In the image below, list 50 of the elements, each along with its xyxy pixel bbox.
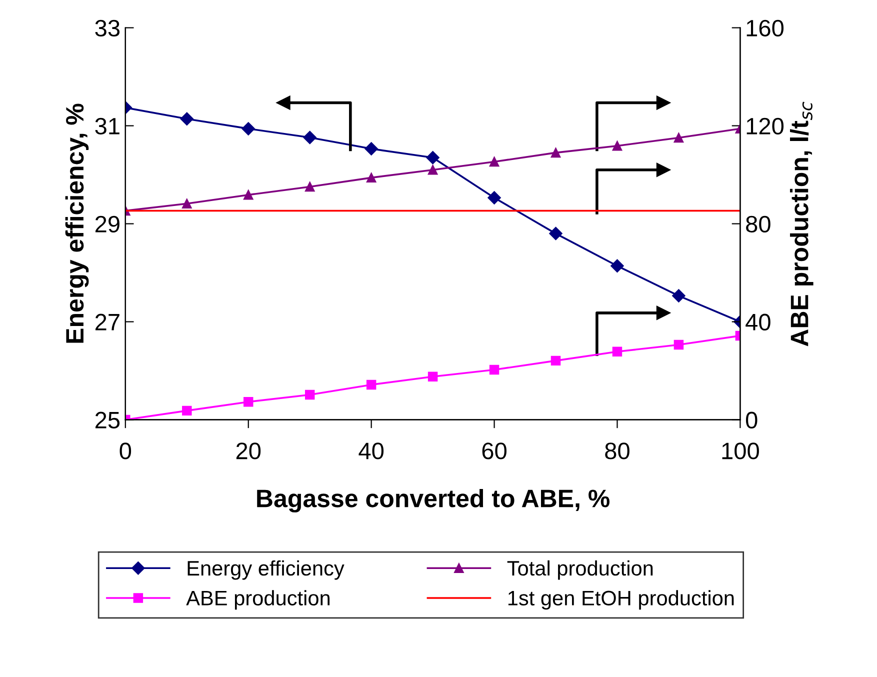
legend-label: 1st gen EtOH production (508, 590, 734, 610)
point (612, 140, 622, 151)
point (612, 346, 622, 356)
y-tick-label: 25 (95, 412, 120, 429)
x-tick-label: 40 (358, 442, 384, 460)
point (244, 190, 254, 200)
point (672, 289, 686, 302)
point (304, 390, 315, 400)
y-tick-label: 33 (95, 20, 120, 37)
y2-tick-label: 80 (746, 216, 770, 233)
y2-tick-label: 120 (746, 118, 784, 135)
point (549, 226, 562, 240)
point (489, 364, 500, 375)
point (244, 396, 254, 407)
y2-tick-label: 40 (746, 314, 770, 331)
point (489, 156, 500, 167)
point (428, 372, 438, 382)
y-tick-label: 27 (95, 314, 120, 330)
point (610, 259, 624, 272)
point (428, 164, 438, 175)
y-axis-title: Energy efficiency, % (65, 104, 89, 343)
legend-label: ABE production (186, 590, 330, 610)
legend-label: Total production (507, 560, 653, 580)
point (674, 132, 684, 143)
x-axis-title: Bagasse converted to ABE, % (257, 488, 610, 512)
point (303, 130, 316, 144)
point (366, 172, 376, 183)
point (550, 356, 561, 366)
y2-axis-title: ABE production, l/t$_{sc}$ (790, 102, 814, 346)
point (182, 406, 192, 416)
point (304, 182, 315, 192)
point (550, 148, 561, 158)
point (366, 380, 376, 390)
point (182, 198, 192, 209)
point (674, 340, 684, 350)
x-tick-label: 20 (236, 442, 261, 460)
point (242, 122, 255, 136)
x-tick-label: 0 (120, 442, 132, 460)
y-tick-label: 29 (95, 216, 120, 233)
point (364, 142, 378, 156)
point (180, 112, 194, 126)
y2-tick-label: 160 (746, 20, 784, 37)
point (488, 191, 501, 204)
x-tick-label: 80 (605, 442, 630, 460)
x-tick-label: 100 (722, 442, 759, 460)
x-tick-label: 60 (482, 442, 506, 460)
y2-tick-label: 0 (746, 412, 758, 429)
legend-label: Energy efficiency (188, 560, 344, 580)
y-tick-label: 31 (95, 118, 120, 135)
point (426, 151, 440, 164)
